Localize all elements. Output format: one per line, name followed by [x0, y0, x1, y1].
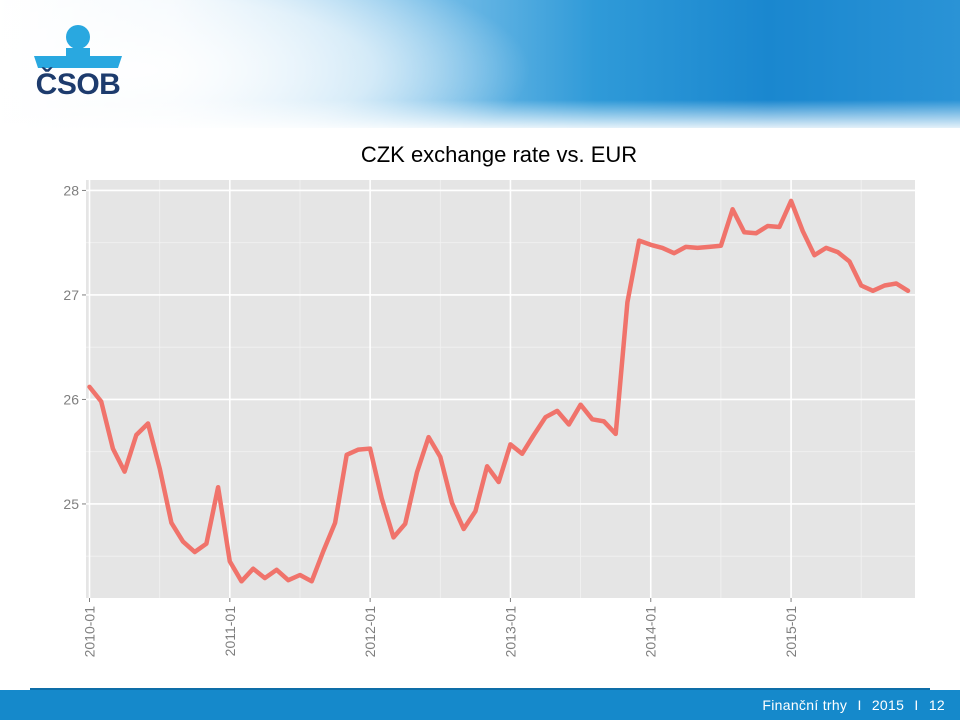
x-tick-label: 2014-01 [643, 606, 659, 658]
y-tick-label: 28 [63, 182, 79, 198]
page-number: 12 [928, 697, 945, 713]
y-tick-label: 26 [63, 391, 79, 407]
x-tick-label: 2012-01 [362, 606, 378, 658]
y-axis-labels: 25 26 27 28 [63, 182, 79, 512]
line-chart: CZK exchange rate vs. EUR 25 26 27 28 2010-… [63, 142, 915, 658]
chart-title: CZK exchange rate vs. EUR [361, 142, 637, 167]
major-gridlines [86, 180, 915, 598]
header-banner-fade [0, 100, 960, 132]
x-tick-label: 2011-01 [222, 606, 238, 657]
y-tick-label: 25 [63, 496, 79, 512]
x-tick-label: 2010-01 [82, 606, 98, 658]
minor-gridlines [86, 180, 915, 598]
logo-wordmark: ČSOB [35, 68, 121, 101]
x-tick-label: 2013-01 [502, 606, 518, 658]
footer-section: Finanční trhy [762, 697, 848, 713]
footer-bar [0, 690, 960, 720]
footer-divider [30, 688, 930, 690]
axis-ticks [82, 189, 792, 602]
x-tick-label: 2015-01 [783, 606, 799, 658]
footer-text: Finanční trhy I 2015 I 12 [759, 697, 948, 713]
csob-logo-mark [34, 25, 122, 68]
y-tick-label: 27 [63, 287, 79, 303]
x-axis-labels: 2010-01 2011-01 2012-01 2013-01 2014-01 2015-… [82, 606, 800, 658]
series-line [87, 198, 911, 584]
footer-separator: I [857, 697, 862, 713]
csob-logo: ČSOB [30, 24, 126, 102]
footer-separator: I [914, 697, 919, 713]
footer-year: 2015 [871, 697, 905, 713]
series-layer [87, 198, 911, 584]
chart-container: CZK exchange rate vs. EUR 25 26 27 28 2010-… [0, 128, 960, 688]
